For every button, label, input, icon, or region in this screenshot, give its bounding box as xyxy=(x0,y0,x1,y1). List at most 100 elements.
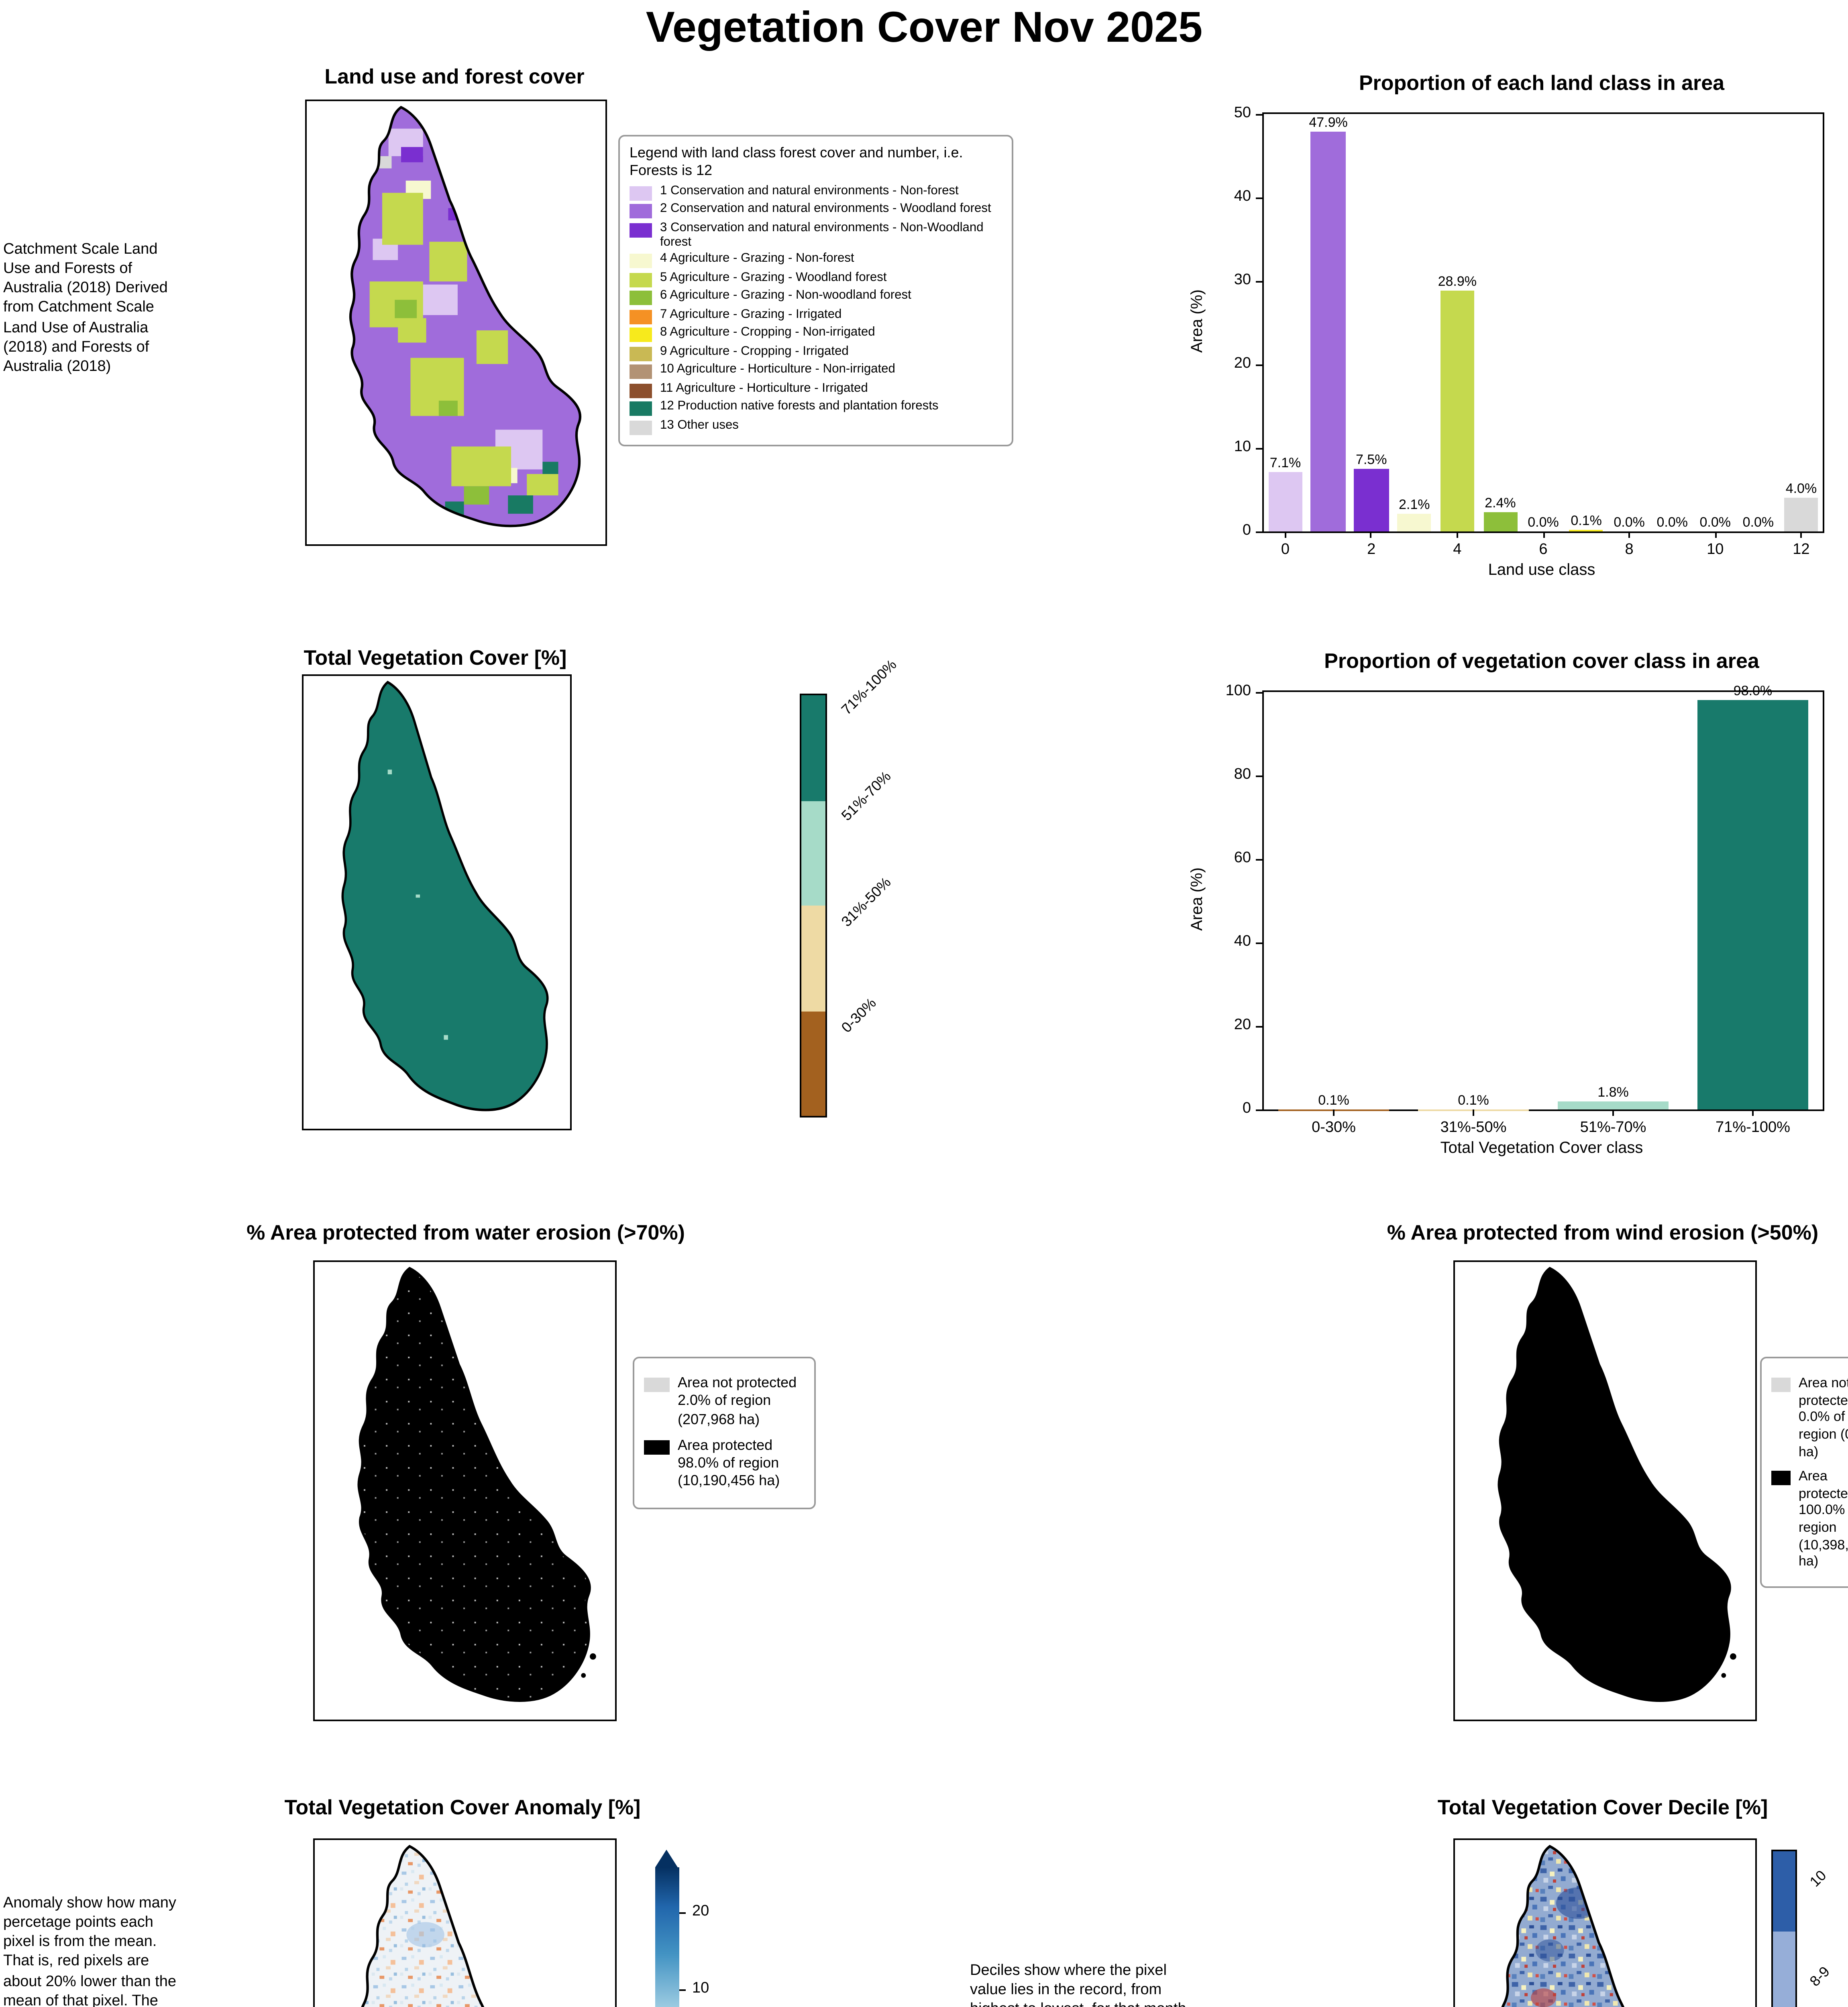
chart-plot-area: 0 10 20 30 40 50 7.1% 47.9% 7.5% 2.1% 28.9% 2.4% 0.0… xyxy=(1234,104,1824,559)
colorbar-segment xyxy=(801,695,825,800)
colorbar-arrow-up xyxy=(655,1850,678,1867)
bar xyxy=(1697,700,1809,1109)
legend-item: 4 Agriculture - Grazing - Non-forest xyxy=(630,250,1002,268)
y-axis-tick-label: 10 xyxy=(1234,438,1251,456)
x-axis-tick xyxy=(1473,1109,1474,1116)
y-axis-tick xyxy=(1256,1109,1264,1110)
legend-item: 2 Conservation and natural environments … xyxy=(630,201,1002,219)
legend-entry: Area not protected 0.0% of region (0 ha) xyxy=(1771,1374,1848,1460)
bar-value-label: 0.0% xyxy=(1614,514,1645,530)
bar-value-label: 2.4% xyxy=(1485,494,1516,510)
colorbar-segment xyxy=(801,906,825,1011)
bar-value-label: 1.8% xyxy=(1597,1084,1629,1101)
legend-swatch xyxy=(630,401,652,416)
legend-swatch xyxy=(630,309,652,324)
decile-title: Total Vegetation Cover Decile [%] xyxy=(1437,1795,1768,1819)
x-axis-tick xyxy=(1628,531,1630,538)
legend-item: 5 Agriculture - Grazing - Woodland fores… xyxy=(630,269,1002,287)
bar-value-label: 0.1% xyxy=(1571,513,1602,529)
y-axis-tick xyxy=(1256,775,1264,776)
legend-swatch xyxy=(630,364,652,379)
anomaly-title: Total Vegetation Cover Anomaly [%] xyxy=(284,1795,641,1819)
legend-swatch xyxy=(644,1378,670,1392)
colorbar-tick xyxy=(679,1989,686,1991)
legend-label: 3 Conservation and natural environments … xyxy=(660,219,984,248)
x-axis-tick xyxy=(1800,531,1802,538)
y-axis-tick-label: 80 xyxy=(1234,766,1251,784)
legend-item: 13 Other uses xyxy=(630,417,1002,434)
chart-title: Proportion of each land class in area xyxy=(1359,71,1725,95)
legend-swatch xyxy=(630,272,652,287)
bar-value-label: 4.0% xyxy=(1785,480,1817,497)
bar-value-label: 28.9% xyxy=(1438,272,1477,289)
bar xyxy=(1397,514,1432,531)
x-axis-tick-label: 12 xyxy=(1793,541,1810,559)
anomaly-map xyxy=(313,1838,617,2007)
wind-erosion-map xyxy=(1453,1260,1757,1721)
legend-swatch xyxy=(630,222,652,237)
wind-erosion-legend: Area not protected 0.0% of region (0 ha)… xyxy=(1760,1357,1848,1588)
x-axis-tick xyxy=(1752,1109,1754,1116)
legend-label: 9 Agriculture - Cropping - Irrigated xyxy=(660,343,849,357)
y-axis-tick-label: 60 xyxy=(1234,849,1251,867)
legend-swatch xyxy=(1771,1378,1791,1392)
legend-item: 12 Production native forests and plantat… xyxy=(630,398,1002,416)
y-axis-tick xyxy=(1256,858,1264,860)
y-axis-tick xyxy=(1256,531,1264,532)
legend-label: 10 Agriculture - Horticulture - Non-irri… xyxy=(660,361,895,376)
colorbar-tick xyxy=(679,1912,686,1914)
legend-label: 13 Other uses xyxy=(660,417,739,431)
land-use-map-image xyxy=(307,101,605,544)
x-axis-tick xyxy=(1456,531,1458,538)
water-erosion-title: % Area protected from water erosion (>70… xyxy=(247,1220,685,1244)
x-axis-tick xyxy=(1714,531,1716,538)
x-axis-tick-label: 31%-50% xyxy=(1440,1119,1507,1137)
legend-text: Area not protected 2.0% of region (207,9… xyxy=(678,1374,797,1427)
x-axis-tick-label: 51%-70% xyxy=(1580,1119,1646,1137)
legend-swatch xyxy=(630,346,652,360)
y-axis-tick-label: 30 xyxy=(1234,271,1251,289)
legend-label: 6 Agriculture - Grazing - Non-woodland f… xyxy=(660,287,911,302)
bar-value-label: 0.0% xyxy=(1528,514,1559,530)
x-axis-tick-label: 71%-100% xyxy=(1716,1119,1790,1137)
decile-note: Deciles show where the pixel value lies … xyxy=(970,1962,1190,2007)
legend-entry: Area protected 98.0% of region (10,190,4… xyxy=(644,1437,805,1491)
y-axis-tick-label: 20 xyxy=(1234,1016,1251,1034)
bar xyxy=(1354,469,1389,531)
y-axis-tick-label: 50 xyxy=(1234,104,1251,122)
colorbar-label: 8-9 xyxy=(1807,1963,1833,1990)
legend-item: 9 Agriculture - Cropping - Irrigated xyxy=(630,343,1002,360)
bar-value-label: 7.1% xyxy=(1269,454,1301,471)
water-erosion-map-image xyxy=(315,1262,596,1720)
legend-label: 11 Agriculture - Horticulture - Irrigate… xyxy=(660,380,868,394)
colorbar-segment xyxy=(801,800,825,906)
legend-label: 5 Agriculture - Grazing - Woodland fores… xyxy=(660,269,887,283)
x-axis-tick-label: 4 xyxy=(1453,541,1462,559)
y-axis-tick-label: 40 xyxy=(1234,188,1251,206)
x-axis-tick-label: 10 xyxy=(1707,541,1724,559)
colorbar-tick-label: 20 xyxy=(692,1903,709,1920)
legend-label: 4 Agriculture - Grazing - Non-forest xyxy=(660,250,854,265)
bar-value-label: 98.0% xyxy=(1733,682,1773,699)
bar-value-label: 7.5% xyxy=(1355,451,1387,467)
legend-item: 10 Agriculture - Horticulture - Non-irri… xyxy=(630,361,1002,379)
x-axis-tick xyxy=(1542,531,1544,538)
chart-title: Proportion of vegetation cover class in … xyxy=(1324,649,1759,673)
legend-text: Area not protected 0.0% of region (0 ha) xyxy=(1799,1374,1848,1459)
bar xyxy=(1557,1102,1669,1109)
veg-cover-bar-chart: Proportion of vegetation cover class in … xyxy=(1172,649,1847,1182)
colorbar-gradient xyxy=(655,1867,679,2007)
y-axis-tick-label: 40 xyxy=(1234,933,1251,951)
legend-swatch xyxy=(630,204,652,219)
veg-cover-map xyxy=(302,674,572,1130)
x-axis-tick-label: 2 xyxy=(1367,541,1376,559)
legend-item: 8 Agriculture - Cropping - Non-irrigated xyxy=(630,324,1002,342)
bar-value-label: 47.9% xyxy=(1309,114,1348,130)
y-axis-tick xyxy=(1256,113,1264,115)
land-use-side-note: Catchment Scale Land Use and Forests of … xyxy=(3,241,168,376)
legend-entry: Area protected 100.0% of region (10,398,… xyxy=(1771,1468,1848,1570)
x-axis-tick-label: 6 xyxy=(1539,541,1548,559)
x-axis-label: Total Vegetation Cover class xyxy=(1440,1140,1643,1158)
colorbar-segment xyxy=(1773,1932,1795,2007)
